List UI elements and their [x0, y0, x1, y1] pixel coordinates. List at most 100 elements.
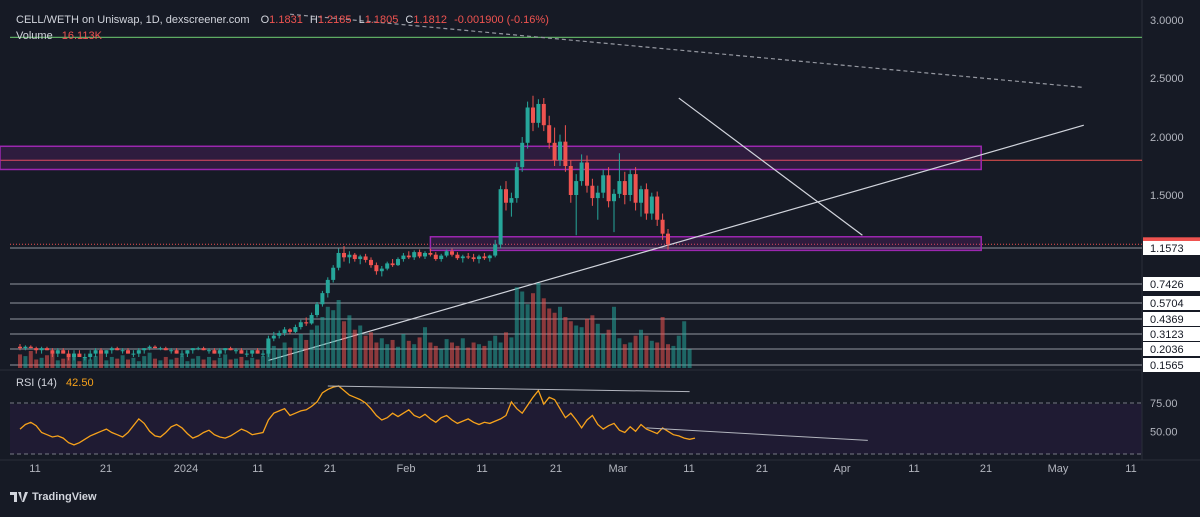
candle-body — [547, 125, 552, 143]
time-axis-label: 11 — [908, 463, 919, 475]
volume-bar — [309, 329, 314, 368]
volume-bar — [331, 310, 336, 368]
volume-bar — [61, 358, 66, 368]
time-axis-label: Apr — [833, 463, 850, 475]
volume-legend[interactable]: Volume 16.113K — [16, 30, 102, 42]
candle-body — [509, 198, 514, 203]
volume-bar — [336, 300, 341, 368]
volume-bar — [622, 344, 627, 368]
level-price-label: 0.1565 — [1150, 360, 1184, 372]
time-axis-label: 2024 — [174, 463, 198, 475]
candle-body — [61, 350, 66, 354]
candle-body — [88, 353, 93, 358]
candle-body — [282, 329, 287, 334]
candle-body — [153, 346, 157, 349]
volume-bar — [104, 360, 109, 368]
volume-bar — [250, 357, 255, 368]
candle-body — [99, 350, 103, 354]
volume-bar — [45, 355, 49, 368]
candle-body — [396, 259, 400, 266]
candle-body — [163, 348, 168, 351]
candle-body — [558, 141, 562, 161]
candle-body — [633, 174, 638, 203]
level-price-tag — [1143, 296, 1200, 310]
candle-body — [514, 167, 519, 199]
trendline — [268, 124, 1084, 361]
change-value: -0.001900 (-0.16%) — [454, 14, 549, 26]
low-label: L — [358, 14, 365, 26]
volume-bar — [406, 340, 411, 368]
candle-body — [342, 252, 346, 258]
candle-body — [385, 263, 390, 269]
volume-bar — [487, 340, 492, 368]
volume-bar — [471, 342, 476, 368]
volume-bar — [34, 359, 39, 368]
volume-bar — [55, 360, 60, 368]
volume-bar — [18, 354, 22, 368]
candle-body — [574, 181, 579, 195]
volume-bar — [163, 356, 168, 368]
candle-body — [612, 193, 616, 202]
high-label: H — [309, 14, 318, 26]
time-axis-label: Mar — [609, 463, 628, 475]
candle-body — [104, 350, 109, 354]
volume-bar — [455, 345, 460, 368]
open-label: O — [260, 14, 270, 26]
candle-body — [336, 252, 341, 268]
volume-bar — [99, 351, 103, 368]
candle-body — [450, 251, 454, 255]
time-axis-label: 21 — [100, 463, 112, 475]
candle-body — [55, 350, 60, 354]
volume-bar — [120, 355, 125, 368]
candle-body — [255, 350, 260, 354]
candle-body — [34, 348, 39, 351]
candle-body — [201, 348, 206, 351]
candle-body — [50, 350, 55, 354]
volume-bar — [169, 359, 174, 368]
candle-body — [298, 322, 303, 328]
level-price-label: 1.1573 — [1150, 243, 1184, 255]
volume-bar — [423, 327, 427, 368]
low-value: 1.1805 — [364, 14, 399, 26]
volume-bar — [315, 325, 319, 368]
candle-body — [304, 322, 309, 324]
candle-body — [244, 353, 249, 355]
candle-body — [406, 255, 411, 258]
header-legend[interactable]: CELL/WETH on Uniswap, 1D, dexscreener.co… — [16, 14, 549, 26]
volume-bar — [23, 356, 28, 368]
candle-body — [293, 327, 298, 332]
time-axis-label: 11 — [476, 463, 487, 475]
volume-bar — [396, 346, 400, 368]
candle-body — [412, 252, 417, 258]
volume-bar — [379, 338, 384, 368]
supply-demand-zone — [429, 236, 982, 252]
time-axis-label: 21 — [550, 463, 562, 475]
trendline — [678, 97, 863, 236]
volume-bar — [244, 360, 249, 368]
price-axis-label: 2.5000 — [1150, 73, 1184, 85]
volume-bar — [687, 349, 692, 368]
candle-body — [320, 293, 325, 305]
candle-body — [428, 252, 433, 255]
candle-body — [655, 196, 660, 220]
rsi-label: RSI (14) — [16, 377, 57, 389]
candle-body — [568, 166, 573, 195]
tradingview-logo[interactable]: TradingView — [10, 491, 97, 503]
rsi-legend[interactable]: RSI (14) 42.50 — [16, 377, 94, 389]
candle-body — [147, 346, 152, 349]
candle-body — [23, 346, 28, 349]
volume-bar — [644, 335, 649, 368]
volume-bar — [293, 338, 298, 368]
candle-body — [423, 252, 427, 257]
candle-body — [66, 353, 71, 358]
candle-body — [72, 353, 76, 358]
volume-bar — [39, 357, 44, 368]
volume-bar — [255, 359, 260, 368]
tradingview-icon — [10, 492, 28, 502]
candle-body — [639, 189, 643, 203]
candle-body — [228, 348, 233, 351]
volume-bar — [682, 321, 687, 368]
candle-body — [601, 175, 606, 193]
